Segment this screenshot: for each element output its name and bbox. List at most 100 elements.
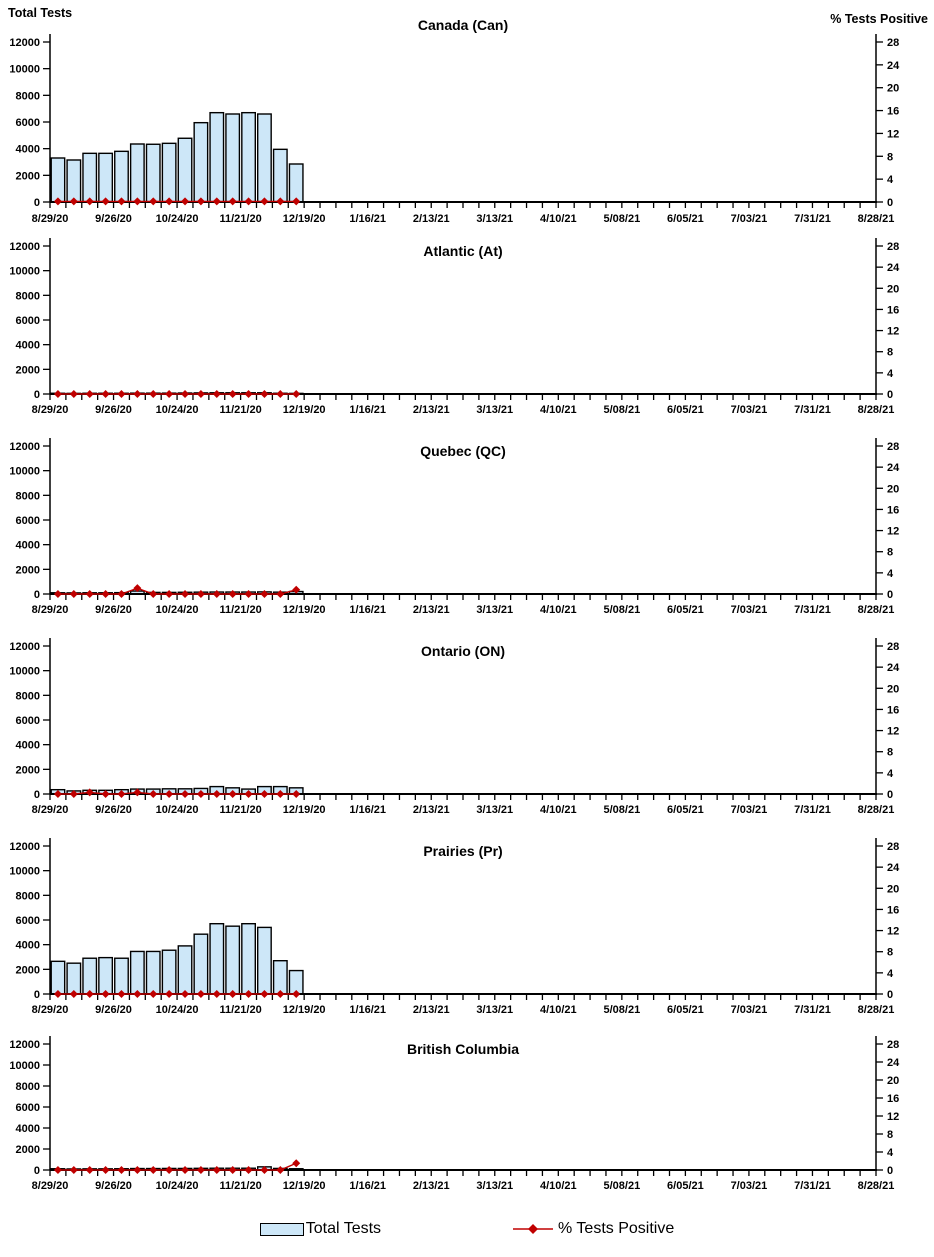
- diamond-marker: [244, 390, 253, 398]
- left-tick-label: 10000: [9, 666, 40, 678]
- right-tick-label: 8: [887, 151, 893, 163]
- right-tick-label: 24: [887, 862, 900, 874]
- diamond-marker: [276, 197, 285, 206]
- panel-atlantic-at: 0 2000 4000 6000 8000 10000 12000 0 4 8 12 16 20 24 28…: [9, 238, 900, 416]
- panel-canada-can: 0 2000 4000 6000 8000 10000 12000 0 4 8 12 16 20 24 28…: [9, 17, 900, 225]
- bar: [161, 949, 177, 995]
- bar: [50, 960, 66, 995]
- diamond-marker: [260, 590, 269, 598]
- legend-item-total-tests: Total Tests: [259, 1220, 382, 1238]
- positivity-markers: [53, 1159, 301, 1174]
- diamond-marker: [292, 1159, 301, 1168]
- right-tick-label: 8: [887, 747, 893, 759]
- left-tick-label: 8000: [16, 490, 40, 502]
- diamond-marker: [260, 1166, 269, 1174]
- x-tick-label: 9/26/20: [95, 804, 132, 816]
- bar: [82, 957, 98, 995]
- axis-headers: Total Tests % Tests Positive: [0, 0, 934, 30]
- right-tick-label: 16: [887, 504, 899, 516]
- right-tick-label: 24: [887, 262, 900, 274]
- diamond-marker: [228, 390, 237, 398]
- legend-label-total-tests: Total Tests: [305, 1220, 382, 1237]
- x-tick-label: 2/13/21: [413, 1004, 450, 1016]
- x-tick-label: 5/08/21: [603, 213, 640, 225]
- x-tick-label: 6/05/21: [667, 213, 704, 225]
- diamond-marker: [101, 590, 110, 598]
- x-tick-label: 8/29/20: [32, 404, 69, 416]
- positivity-markers: [53, 584, 301, 598]
- x-tick-label: 12/19/20: [283, 404, 326, 416]
- x-tick-label: 3/13/21: [476, 1004, 513, 1016]
- right-tick-label: 24: [887, 662, 900, 674]
- x-tick-label: 11/21/20: [220, 1180, 262, 1192]
- diamond-marker: [228, 790, 237, 798]
- x-tick-label: 12/19/20: [283, 1004, 326, 1016]
- left-tick-label: 0: [34, 789, 40, 801]
- left-tick-label: 0: [34, 989, 40, 1001]
- left-tick-label: 0: [34, 1165, 40, 1177]
- left-tick-label: 12000: [9, 641, 40, 653]
- bar: [82, 152, 98, 203]
- bar: [257, 113, 272, 203]
- diamond-marker: [276, 990, 285, 998]
- diamond-marker: [69, 790, 78, 798]
- x-tick-label: 5/08/21: [603, 1180, 640, 1192]
- left-tick-label: 4000: [16, 144, 40, 156]
- diamond-marker: [165, 1166, 174, 1174]
- x-tick-label: 7/03/21: [731, 404, 768, 416]
- diamond-marker: [260, 990, 269, 998]
- left-tick-label: 2000: [16, 964, 40, 976]
- bar: [66, 962, 82, 995]
- right-tick-label: 12: [887, 1111, 899, 1123]
- diamond-marker: [228, 1166, 237, 1174]
- x-tick-label: 7/31/21: [794, 213, 831, 225]
- diamond-marker: [133, 584, 142, 593]
- diamond-marker: [117, 790, 126, 798]
- line-diamond-marker-icon: [513, 1224, 554, 1234]
- x-tick-label: 5/08/21: [603, 604, 640, 616]
- diamond-marker: [196, 1166, 205, 1174]
- x-tick-label: 11/21/20: [220, 804, 262, 816]
- diamond-marker: [228, 990, 237, 998]
- diamond-marker: [244, 790, 253, 798]
- diamond-marker: [228, 590, 237, 598]
- x-tick-label: 1/16/21: [349, 1004, 386, 1016]
- diamond-marker: [149, 390, 158, 398]
- left-tick-label: 2000: [16, 170, 40, 182]
- left-tick-label: 12000: [9, 1039, 40, 1051]
- diamond-marker: [212, 790, 221, 798]
- right-tick-label: 4: [887, 968, 894, 980]
- x-tick-label: 7/03/21: [731, 604, 768, 616]
- right-tick-label: 4: [887, 568, 894, 580]
- diamond-marker: [276, 590, 285, 598]
- diamond-marker: [117, 590, 126, 598]
- x-tick-label: 6/05/21: [667, 404, 704, 416]
- positivity-line: [57, 791, 297, 795]
- diamond-marker: [85, 197, 94, 206]
- diamond-marker: [292, 390, 301, 398]
- diamond-marker: [53, 390, 62, 398]
- x-tick-label: 3/13/21: [476, 604, 513, 616]
- diamond-marker: [149, 197, 158, 206]
- x-tick-label: 2/13/21: [413, 213, 450, 225]
- x-tick-label: 10/24/20: [156, 1004, 199, 1016]
- legend-label-pct-positive: % Tests Positive: [558, 1220, 675, 1237]
- bar: [241, 922, 257, 995]
- bar: [272, 959, 288, 995]
- panel-quebec-qc: 0 2000 4000 6000 8000 10000 12000 0 4 8 12 16 20 24 28…: [9, 438, 900, 616]
- x-tick-label: 7/31/21: [794, 604, 831, 616]
- diamond-marker: [244, 1166, 253, 1174]
- x-tick-label: 1/16/21: [349, 604, 386, 616]
- left-tick-label: 12000: [9, 841, 40, 853]
- diamond-marker: [165, 390, 174, 398]
- right-tick-label: 8: [887, 547, 893, 559]
- x-tick-label: 7/31/21: [794, 1004, 831, 1016]
- x-tick-label: 1/16/21: [349, 213, 386, 225]
- left-tick-label: 10000: [9, 466, 40, 478]
- right-tick-label: 16: [887, 704, 899, 716]
- right-tick-label: 20: [887, 1075, 899, 1087]
- left-tick-label: 8000: [16, 890, 40, 902]
- left-tick-label: 6000: [16, 515, 40, 527]
- diamond-marker: [133, 197, 142, 206]
- x-tick-label: 10/24/20: [156, 804, 199, 816]
